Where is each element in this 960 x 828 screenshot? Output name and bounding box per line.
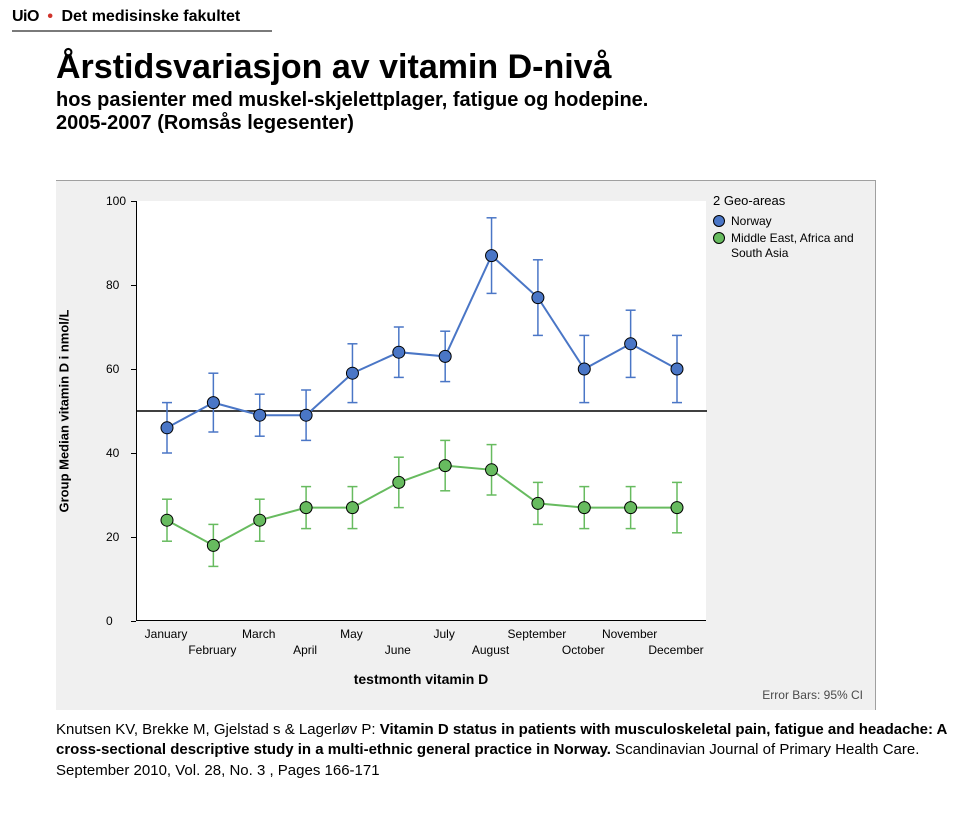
x-tick-label: August xyxy=(472,643,509,657)
citation: Knutsen KV, Brekke M, Gjelstad s & Lager… xyxy=(56,720,956,781)
data-point xyxy=(161,514,173,526)
data-point xyxy=(207,539,219,551)
x-tick-label: June xyxy=(385,643,411,657)
data-point xyxy=(439,460,451,472)
y-tick xyxy=(131,453,136,454)
citation-authors: Knutsen KV, Brekke M, Gjelstad s & Lager… xyxy=(56,721,376,738)
data-point xyxy=(671,502,683,514)
x-tick-label: April xyxy=(293,643,317,657)
data-point xyxy=(300,409,312,421)
legend-title: 2 Geo-areas xyxy=(713,193,863,208)
legend-swatch xyxy=(713,215,725,227)
y-tick-label: 20 xyxy=(106,530,119,544)
series-line xyxy=(167,256,677,428)
error-bars-label: Error Bars: 95% CI xyxy=(762,688,863,702)
x-tick-label: October xyxy=(562,643,605,657)
legend-label: Middle East, Africa and South Asia xyxy=(731,231,863,261)
data-point xyxy=(532,292,544,304)
logo-dot-icon: • xyxy=(43,8,57,25)
x-tick-label: January xyxy=(145,627,188,641)
y-tick-label: 80 xyxy=(106,278,119,292)
x-tick-label: February xyxy=(188,643,236,657)
data-point xyxy=(161,422,173,434)
legend-item: Middle East, Africa and South Asia xyxy=(713,231,863,261)
data-point xyxy=(393,476,405,488)
x-tick-label: November xyxy=(602,627,657,641)
x-tick-label: July xyxy=(434,627,455,641)
x-tick-label: May xyxy=(340,627,363,641)
data-point xyxy=(486,464,498,476)
plot-area xyxy=(136,201,706,621)
header-divider xyxy=(12,30,272,32)
legend: 2 Geo-areas Norway Middle East, Africa an… xyxy=(713,193,863,263)
y-tick-label: 0 xyxy=(106,614,113,628)
y-tick-label: 40 xyxy=(106,446,119,460)
data-point xyxy=(578,363,590,375)
legend-label: Norway xyxy=(731,214,863,229)
data-point xyxy=(254,514,266,526)
x-axis-label: testmonth vitamin D xyxy=(136,671,706,687)
y-tick-label: 100 xyxy=(106,194,126,208)
data-point xyxy=(486,250,498,262)
institution-logo: UiO • Det medisinske fakultet xyxy=(12,8,240,26)
data-point xyxy=(439,350,451,362)
y-axis-label: Group Median vitamin D i nmol/L xyxy=(57,310,72,513)
page-title: Årstidsvariasjon av vitamin D-nivå xyxy=(56,48,906,87)
data-point xyxy=(532,497,544,509)
data-point xyxy=(578,502,590,514)
data-point xyxy=(625,338,637,350)
x-tick-label: December xyxy=(648,643,703,657)
x-tick-label: March xyxy=(242,627,275,641)
data-point xyxy=(346,502,358,514)
y-tick-label: 60 xyxy=(106,362,119,376)
data-point xyxy=(625,502,637,514)
chart-container: Group Median vitamin D i nmol/L testmont… xyxy=(56,180,876,710)
data-point xyxy=(254,409,266,421)
y-tick xyxy=(131,201,136,202)
data-point xyxy=(671,363,683,375)
y-tick xyxy=(131,369,136,370)
y-tick xyxy=(131,621,136,622)
page-subtitle: hos pasienter med muskel-skjelettplager,… xyxy=(56,89,906,135)
x-tick-label: September xyxy=(508,627,567,641)
chart-svg xyxy=(137,201,706,620)
series-line xyxy=(167,466,677,546)
data-point xyxy=(300,502,312,514)
data-point xyxy=(346,367,358,379)
title-block: Årstidsvariasjon av vitamin D-nivå hos p… xyxy=(56,48,906,135)
uio-text: UiO xyxy=(12,8,39,25)
legend-item: Norway xyxy=(713,214,863,229)
y-tick xyxy=(131,285,136,286)
y-tick xyxy=(131,537,136,538)
data-point xyxy=(207,397,219,409)
data-point xyxy=(393,346,405,358)
faculty-text: Det medisinske fakultet xyxy=(61,8,240,25)
legend-swatch xyxy=(713,232,725,244)
